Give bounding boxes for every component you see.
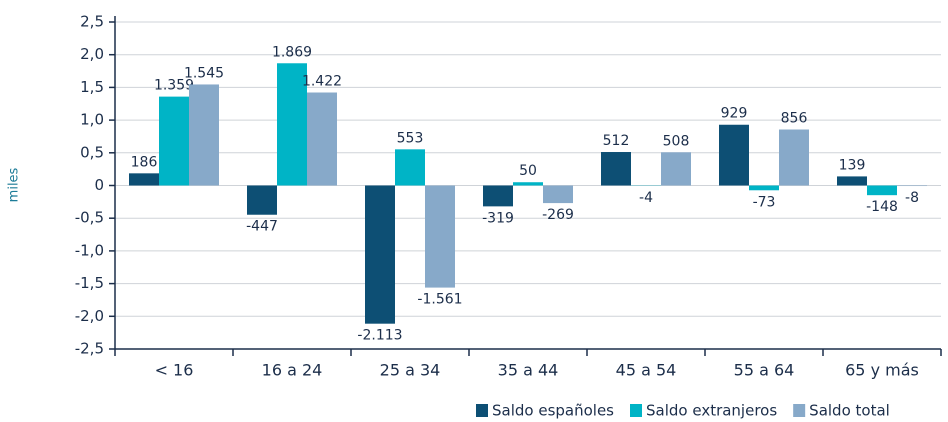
bar (513, 182, 543, 186)
x-tick-label: 25 a 34 (380, 361, 441, 380)
x-tick-label: 45 a 54 (616, 361, 677, 380)
x-tick-label: 16 a 24 (262, 361, 323, 380)
bar (247, 185, 277, 215)
bar (867, 185, 897, 196)
y-tick-label: 1,5 (80, 78, 104, 96)
legend-label: Saldo españoles (492, 402, 614, 420)
bar (425, 185, 455, 288)
bar (779, 129, 809, 186)
y-tick-label: 1,0 (80, 111, 104, 129)
data-label: -73 (753, 194, 776, 210)
y-tick-label: -2,0 (75, 307, 104, 325)
data-label: 553 (397, 130, 424, 146)
x-tick-label: < 16 (155, 361, 194, 380)
legend-label: Saldo extranjeros (646, 402, 777, 420)
x-tick-label: 55 a 64 (734, 361, 795, 380)
y-tick-label: 0 (94, 176, 104, 194)
y-tick-label: -2,5 (75, 340, 104, 358)
y-tick-label: 0,5 (80, 143, 104, 161)
bar (749, 185, 779, 191)
data-label: -447 (246, 219, 278, 235)
bar (307, 92, 337, 186)
data-label: 139 (839, 157, 866, 173)
bar (189, 84, 219, 186)
data-label: 856 (781, 111, 808, 127)
legend-swatch (476, 404, 488, 417)
data-label: 186 (131, 154, 158, 170)
bar (129, 173, 159, 186)
bar (277, 63, 307, 186)
data-label: 512 (603, 133, 630, 149)
data-label: -269 (542, 207, 574, 223)
data-label: -2.113 (357, 328, 402, 344)
bar (601, 152, 631, 186)
bar (395, 149, 425, 186)
bar (661, 152, 691, 186)
x-tick-label: 35 a 44 (498, 361, 559, 380)
data-label: -1.561 (417, 292, 462, 308)
y-tick-label: -1,0 (75, 241, 104, 259)
legend-label: Saldo total (809, 402, 890, 420)
y-tick-label: -1,5 (75, 274, 104, 292)
bar (365, 185, 395, 324)
bar (483, 185, 513, 207)
data-label: -319 (482, 210, 514, 226)
bar (159, 96, 189, 186)
y-axis-label: miles (7, 167, 22, 202)
y-tick-label: 2,0 (80, 45, 104, 63)
data-label: 508 (663, 133, 690, 149)
bar (897, 185, 927, 187)
data-label: -8 (905, 190, 919, 206)
legend-swatch (630, 404, 642, 417)
y-tick-label: 2,5 (80, 13, 104, 31)
bar (837, 176, 867, 186)
x-tick-label: 65 y más (845, 361, 919, 380)
data-label: 1.545 (184, 65, 224, 81)
data-label: -4 (639, 190, 653, 206)
legend-swatch (793, 404, 806, 417)
data-label: 1.422 (302, 74, 342, 90)
data-label: 1.869 (272, 44, 312, 60)
bar (543, 185, 573, 204)
data-label: 1.359 (154, 78, 194, 94)
data-label: 929 (721, 106, 748, 122)
bar (719, 124, 749, 186)
y-tick-label: -0,5 (75, 209, 104, 227)
data-label: -148 (866, 199, 898, 215)
data-label: 50 (519, 163, 537, 179)
